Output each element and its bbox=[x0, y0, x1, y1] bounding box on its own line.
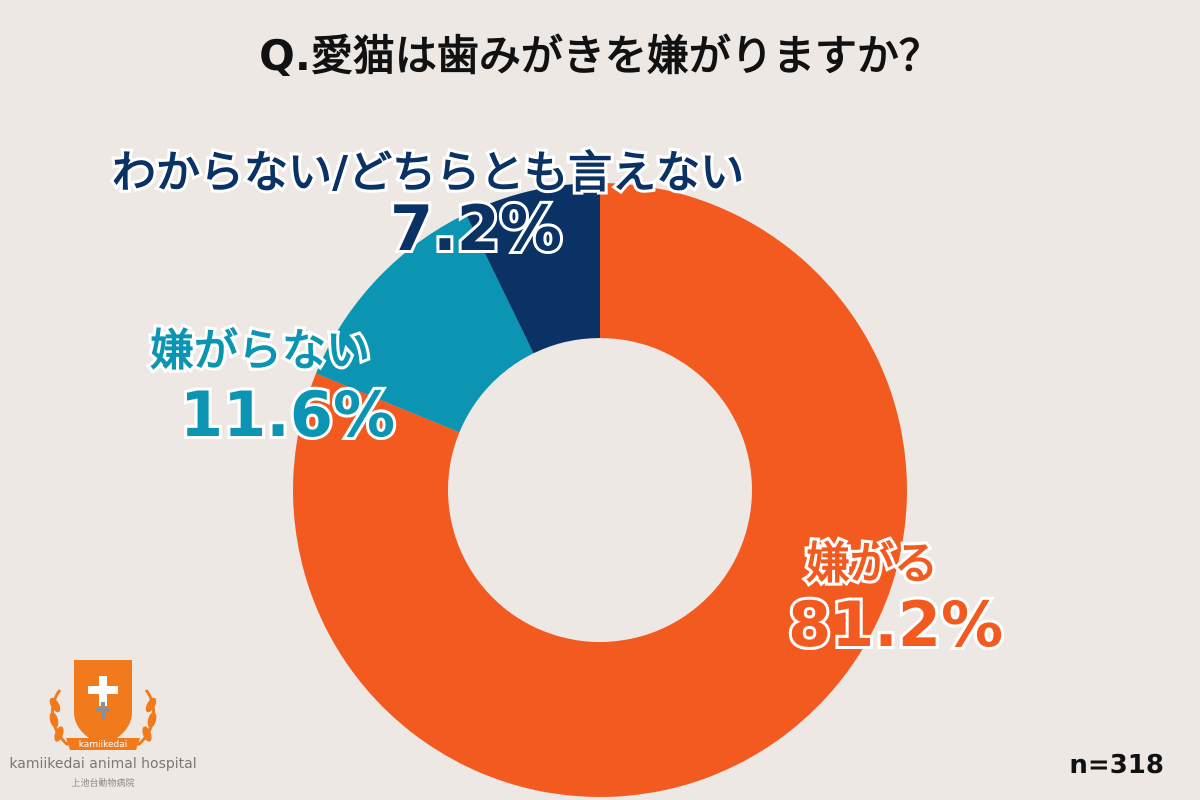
slice-not-dislike bbox=[316, 213, 534, 433]
label-dislike: 嫌がる bbox=[803, 535, 941, 592]
sample-size: n=318 bbox=[1069, 750, 1164, 780]
label-unknown: わからない/どちらとも言えない bbox=[109, 144, 747, 201]
logo-ribbon-text: kamiikedai bbox=[79, 740, 128, 750]
slice-unknown bbox=[465, 183, 600, 354]
value-unknown: 7.2% bbox=[387, 189, 565, 268]
logo-subtitle: 上池台動物病院 bbox=[71, 779, 135, 789]
label-not-dislike: 嫌がらない bbox=[147, 322, 373, 379]
slice-dislike bbox=[293, 183, 907, 798]
value-not-dislike: 11.6% bbox=[177, 375, 398, 454]
value-dislike: 81.2% bbox=[785, 585, 1006, 664]
logo-emblem-icon: kamiikedai bbox=[49, 660, 157, 750]
hospital-logo: kamiikedai kamiikedai animal hospital 上池… bbox=[8, 650, 198, 800]
chart-title: Q.愛猫は歯みがきを嫌がりますか？ bbox=[259, 31, 941, 80]
logo-name: kamiikedai animal hospital bbox=[9, 756, 197, 772]
